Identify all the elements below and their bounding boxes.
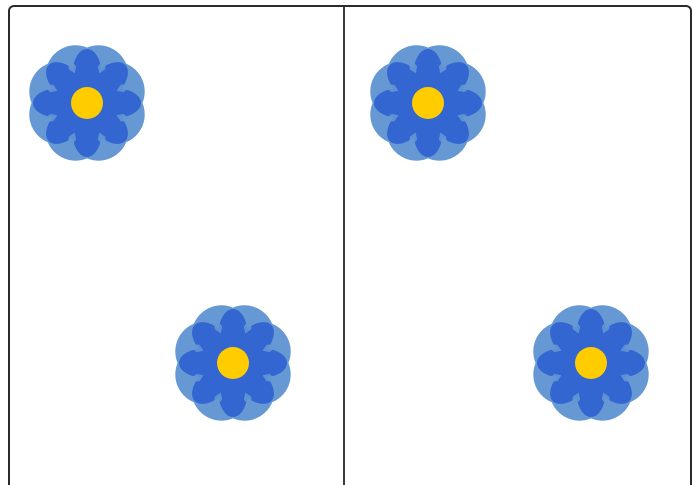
flower-icon (528, 300, 654, 426)
flower-icon (170, 300, 296, 426)
flower-center (71, 87, 103, 119)
comparison-board (8, 5, 692, 485)
flower-icon (365, 40, 491, 166)
left-panel (10, 7, 343, 485)
panel-divider (343, 7, 345, 485)
right-panel (345, 7, 690, 485)
flower-center (575, 347, 607, 379)
flower-center (217, 347, 249, 379)
flower-center (412, 87, 444, 119)
flower-icon (24, 40, 150, 166)
